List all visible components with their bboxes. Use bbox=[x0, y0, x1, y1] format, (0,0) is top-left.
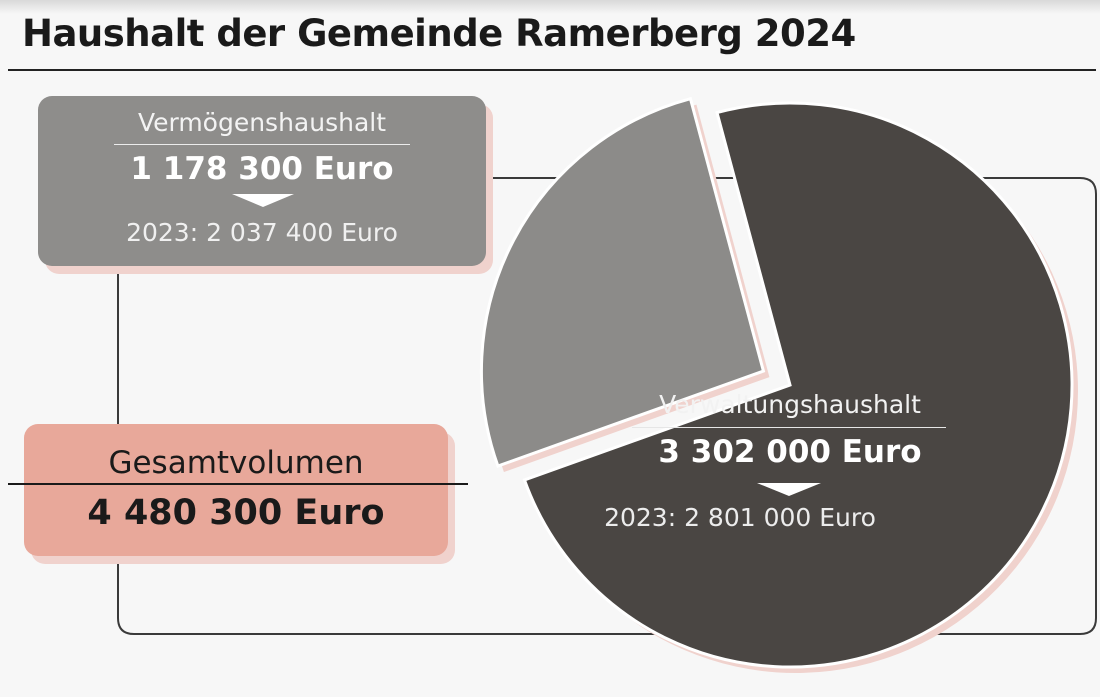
verwaltung-label: Verwaltungshaushalt bbox=[659, 390, 921, 419]
gesamt-value: 4 480 300 Euro bbox=[87, 493, 385, 533]
verwaltung-value: 3 302 000 Euro bbox=[658, 434, 922, 470]
vermoegen-previous: 2023: 2 037 400 Euro bbox=[126, 218, 398, 247]
verwaltung-previous: 2023: 2 801 000 Euro bbox=[604, 503, 876, 532]
chart-title: Haushalt der Gemeinde Ramerberg 2024 bbox=[22, 12, 856, 55]
verwaltung-rule bbox=[632, 427, 946, 428]
vermoegen-trend-arrow bbox=[232, 194, 294, 207]
connector-line-top bbox=[117, 177, 1097, 635]
title-rule bbox=[8, 69, 1096, 71]
top-shade bbox=[0, 0, 1100, 14]
vermoegen-value: 1 178 300 Euro bbox=[130, 151, 394, 187]
gesamt-label: Gesamtvolumen bbox=[108, 445, 364, 481]
verwaltung-trend-arrow bbox=[757, 483, 821, 496]
vermoegen-label: Vermögenshaushalt bbox=[137, 108, 387, 137]
vermoegen-rule bbox=[114, 144, 410, 145]
vermoegen-box bbox=[38, 96, 486, 266]
pie-slice-verwaltung bbox=[522, 101, 1074, 669]
gesamt-box bbox=[24, 424, 448, 556]
pie-slice-vermoegen bbox=[479, 96, 766, 468]
pie-chart bbox=[479, 96, 1078, 674]
